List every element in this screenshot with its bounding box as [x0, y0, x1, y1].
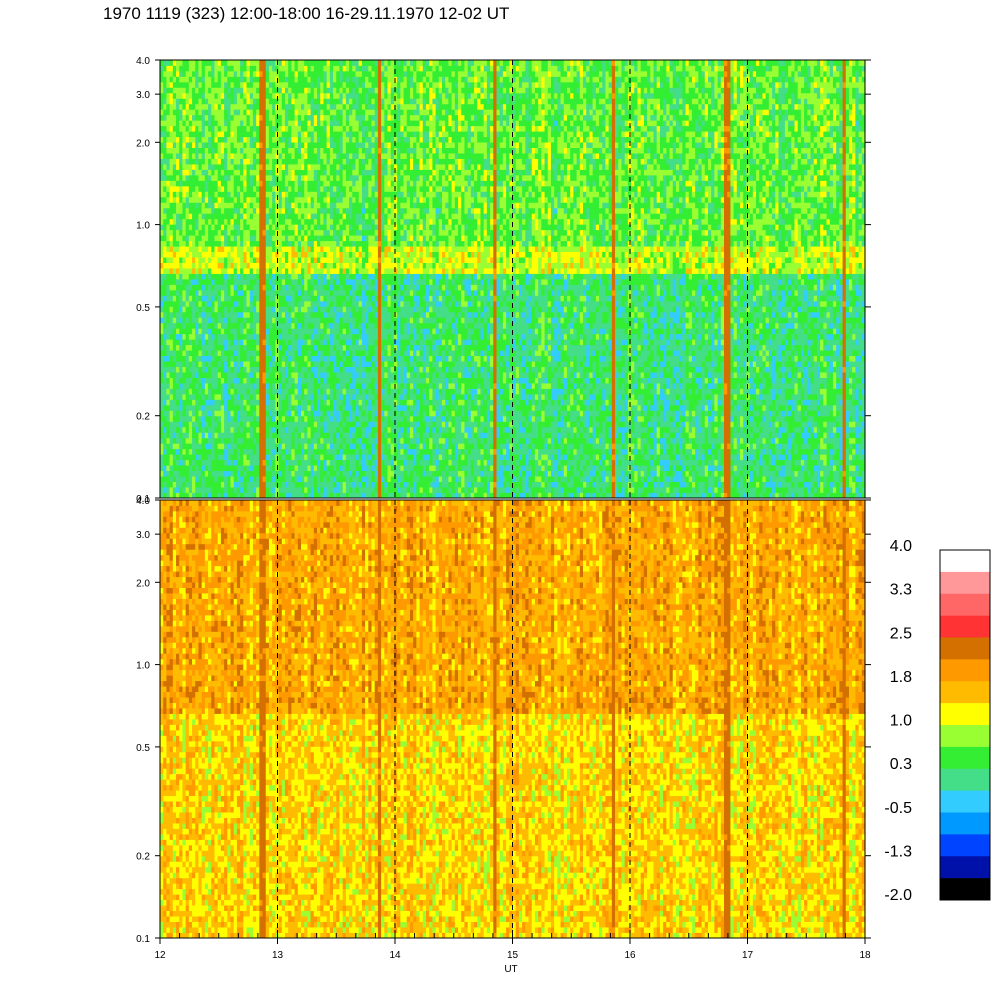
y-tick-label: 0.5 — [136, 303, 150, 314]
colorbar-swatch — [940, 571, 990, 595]
colorbar-label: -0.5 — [884, 800, 912, 817]
y-tick-label: 3.0 — [136, 90, 150, 101]
colorbar-swatch — [940, 834, 990, 857]
y-tick-label: 1.0 — [136, 221, 150, 232]
x-tick-label: 16 — [624, 950, 636, 961]
spectrogram-cells — [160, 60, 866, 499]
colorbar-label: 0.3 — [890, 756, 912, 773]
y-tick-label: 0.2 — [136, 852, 150, 863]
colorbar-label: 4.0 — [890, 538, 912, 555]
colorbar-label: 1.0 — [890, 713, 912, 730]
colorbar-swatch — [940, 878, 990, 901]
y-tick-label: 0.1 — [136, 494, 150, 505]
colorbar-swatch — [940, 746, 990, 770]
x-tick-label: 13 — [272, 950, 284, 961]
y-tick-label: 3.0 — [136, 530, 150, 541]
x-axis: 12 13 14 15 16 17 18 — [154, 930, 871, 961]
y-tick-label: 1.0 — [136, 661, 150, 672]
colorbar-label: -2.0 — [884, 887, 912, 904]
spectrogram-cells — [160, 500, 866, 939]
colorbar-label: 2.5 — [890, 625, 912, 642]
colorbar-swatch — [940, 856, 990, 879]
x-tick-label: 17 — [742, 950, 754, 961]
colorbar-label: 3.3 — [890, 582, 912, 599]
y-tick-label: 2.0 — [136, 138, 150, 149]
y-tick-label: 4.0 — [136, 56, 150, 67]
colorbar-swatch — [940, 615, 990, 638]
y-tick-label: 4.0 — [136, 496, 150, 507]
x-tick-label: 14 — [389, 950, 401, 961]
colorbar: 4.0 3.3 2.5 1.8 1.0 0.3 -0.5 -1.3 -2.0 — [884, 538, 991, 904]
panels-layer: 0.10.20.51.02.03.04.00.10.20.51.02.03.04… — [136, 56, 871, 961]
colorbar-swatch — [940, 703, 990, 726]
spectrogram-panel-1: 0.1 0.2 0.5 1.0 2.0 3.0 4.0 — [136, 56, 871, 505]
colorbar-swatch — [940, 593, 990, 616]
colorbar-label: 1.8 — [890, 669, 912, 686]
colorbar-swatch — [940, 681, 990, 704]
colorbar-swatch — [940, 790, 990, 813]
colorbar-swatch — [940, 659, 990, 682]
y-tick-label: 0.2 — [136, 412, 150, 423]
x-tick-label: 18 — [859, 950, 871, 961]
colorbar-swatch — [940, 768, 990, 791]
colorbar-swatch — [940, 725, 990, 748]
y-tick-label: 0.1 — [136, 934, 150, 945]
spectrogram-panel-2: 0.1 0.2 0.5 1.0 2.0 3.0 4.0 — [136, 496, 871, 945]
colorbar-swatch — [940, 637, 990, 660]
x-tick-label: 15 — [507, 950, 519, 961]
colorbar-swatch — [940, 550, 990, 573]
colorbar-frame — [939, 549, 991, 901]
page-title: 1970 1119 (323) 12:00-18:00 16-29.11.197… — [103, 4, 509, 24]
colorbar-swatch — [940, 812, 990, 835]
x-axis-label: UT — [504, 964, 517, 975]
y-tick-label: 0.5 — [136, 743, 150, 754]
colorbar-label: -1.3 — [884, 843, 912, 860]
x-tick-label: 12 — [154, 950, 166, 961]
y-tick-label: 2.0 — [136, 578, 150, 589]
